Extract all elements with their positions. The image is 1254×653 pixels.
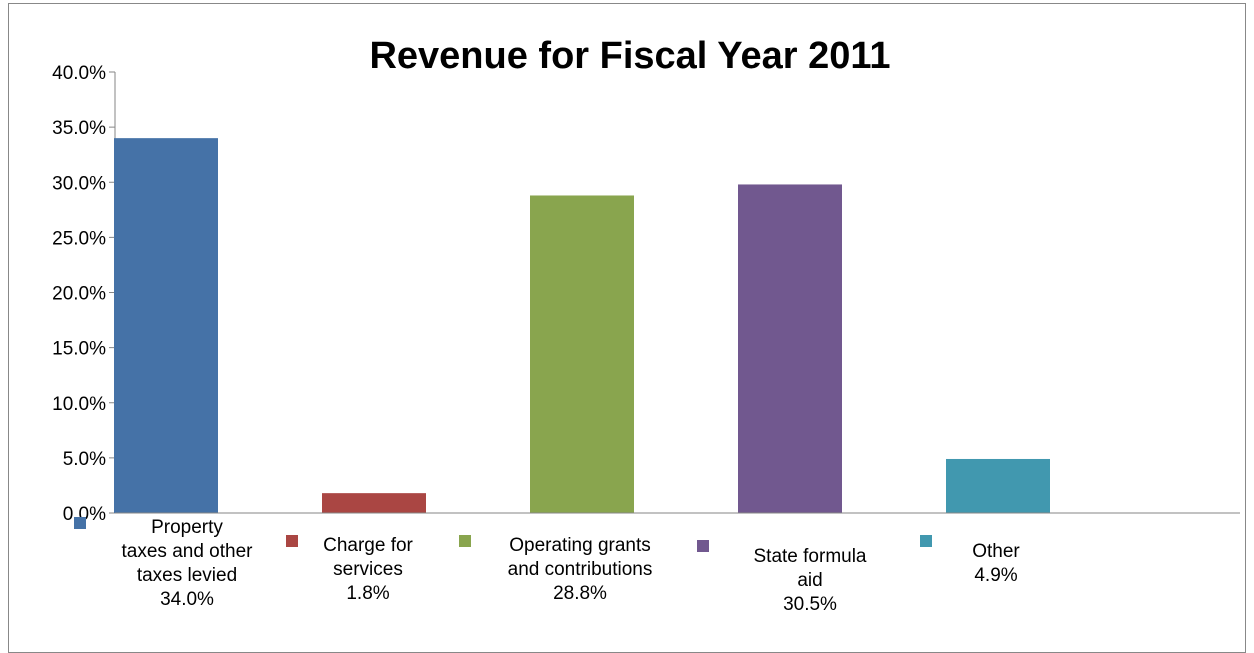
bar	[738, 184, 842, 513]
category-label-line: Charge for	[323, 535, 413, 556]
category-label-line: Other	[972, 541, 1020, 562]
bar	[946, 458, 1050, 513]
y-tick-label: 25.0%	[52, 228, 106, 249]
y-tick-label: 0.0%	[63, 504, 106, 525]
y-tick-label: 10.0%	[52, 394, 106, 415]
category-label-line: taxes levied	[137, 565, 237, 586]
bar	[530, 195, 634, 514]
y-tick-label: 30.0%	[52, 173, 106, 194]
category-labels: Property taxes and other taxes levied 34.0%…	[74, 517, 1020, 615]
bar	[114, 138, 218, 513]
y-tick-label: 40.0%	[52, 63, 106, 84]
category-label-line: Operating grants	[509, 535, 651, 556]
category-label-line: 1.8%	[346, 583, 389, 604]
category-label-line: State formula	[754, 546, 867, 567]
y-tick-label: 35.0%	[52, 118, 106, 139]
y-tick-label: 15.0%	[52, 339, 106, 360]
bars	[114, 138, 1050, 514]
bar	[322, 493, 426, 513]
category-label-line: services	[333, 559, 403, 580]
category-marker	[286, 535, 298, 547]
category-label-line: Property	[151, 517, 223, 538]
y-axis: 0.0% 5.0% 10.0% 15.0% 20.0% 25.0% 30.0% 35.0% 40…	[52, 63, 116, 525]
category-marker	[74, 517, 86, 529]
category-label-line: taxes and other	[122, 541, 254, 562]
category-label-line: 34.0%	[160, 589, 214, 610]
category-marker	[697, 540, 709, 552]
category-label-line: 28.8%	[553, 583, 607, 604]
category-label-line: and contributions	[508, 559, 653, 580]
category-label-line: 4.9%	[974, 565, 1017, 586]
category-label-line: 30.5%	[783, 594, 837, 615]
chart-title: Revenue for Fiscal Year 2011	[369, 35, 890, 77]
y-tick-label: 5.0%	[63, 449, 106, 470]
y-tick-label: 20.0%	[52, 284, 106, 305]
category-label-line: aid	[797, 570, 822, 591]
category-marker	[459, 535, 471, 547]
category-marker	[920, 535, 932, 547]
